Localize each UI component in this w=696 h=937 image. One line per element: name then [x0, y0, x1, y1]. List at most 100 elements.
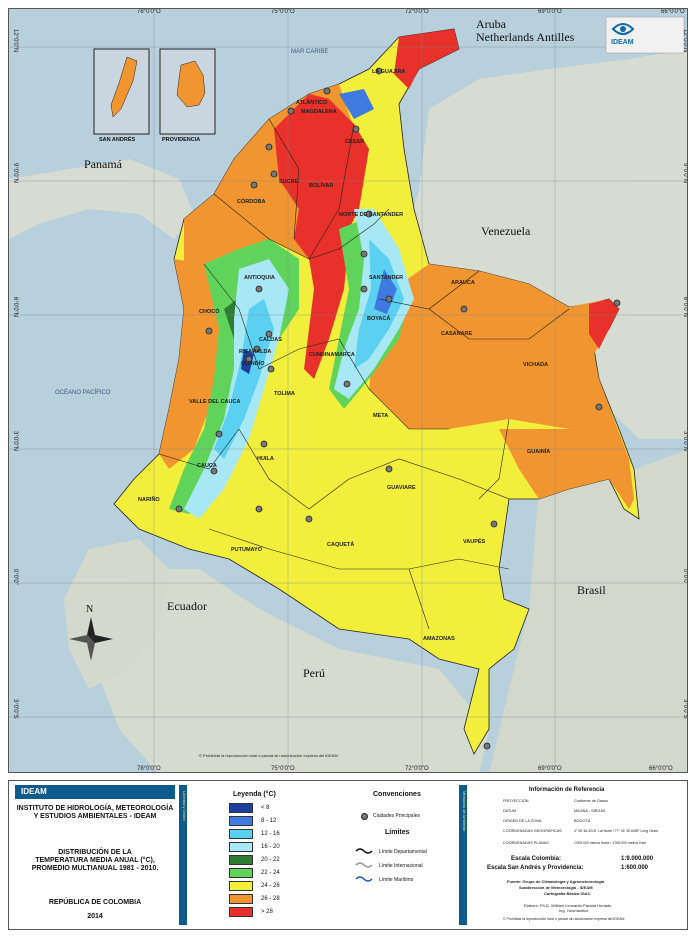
map-frame[interactable]: 78°0'0"O 75°0'0"O 72°0'0"O 69°0'0"O 66°0…	[8, 8, 688, 773]
dept-quindio: QUINDÍO	[241, 361, 265, 367]
ref-key-4: COORDENADAS GEOGRÁFICAS	[503, 829, 562, 833]
dept-arauca: ARAUCA	[451, 280, 475, 286]
dept-casanare: CASANARE	[441, 331, 473, 337]
scale-col-value: 1:9.000.000	[621, 856, 654, 862]
dept-guaviare: GUAVIARE	[387, 485, 416, 491]
dept-tolima: TOLIMA	[274, 391, 295, 397]
peru-land	[89, 569, 489, 772]
orange-guainia	[499, 419, 634, 509]
limit-dept-label: Límite Departamental	[379, 849, 427, 855]
limit-intl-icon	[355, 862, 373, 868]
label-aruba: Aruba	[476, 17, 506, 31]
label-panama: Panamá	[84, 157, 122, 171]
legend-swatch	[229, 815, 253, 826]
footer-logo-bar	[15, 785, 175, 799]
legend-swatch	[229, 867, 253, 878]
sierra-nevada	[339, 89, 374, 119]
graticule	[9, 9, 687, 772]
legend-item: 12 - 16	[229, 828, 280, 839]
legend-swatch	[229, 854, 253, 865]
legend-label: > 28	[261, 908, 273, 915]
coord-bottom-4: 69°0'0"O	[538, 766, 562, 772]
institute-line-1: INSTITUTO DE HIDROLOGÍA, METEOROLOGÍA	[16, 805, 174, 812]
coord-right-6: 3°0'0"S	[682, 699, 688, 719]
inset-caption-san-andres: SAN ANDRÉS	[99, 137, 136, 143]
coord-top-4: 69°0'0"O	[538, 9, 562, 15]
map-logo-box	[605, 16, 685, 54]
coord-left-1: 12°0'0"N	[12, 29, 18, 53]
title-line-2: TEMPERATURA MEDIA ANUAL (°C),	[35, 857, 155, 864]
legend-item: 20 - 22	[229, 854, 280, 865]
copyright-line: © Prohibida la reproducción total o parc…	[503, 917, 625, 921]
coord-left-4: 3°0'0"N	[12, 431, 18, 452]
dept-amazonas: AMAZONAS	[423, 636, 455, 642]
city-marker	[265, 330, 273, 338]
ref-key-3: ORIGEN DE LA ZONA	[503, 819, 542, 823]
san-andres-island	[110, 56, 138, 118]
coord-bottom-1: 78°0'0"O	[137, 766, 161, 772]
dept-bolivar: BOLÍVAR	[309, 183, 334, 189]
dept-choco: CHOCÓ	[199, 309, 220, 315]
dept-atlantico: ATLÁNTICO	[296, 100, 328, 106]
label-ecuador: Ecuador	[167, 599, 207, 613]
dept-vichada: VICHADA	[523, 362, 549, 368]
city-marker	[270, 170, 278, 178]
legend-item: 16 - 20	[229, 841, 280, 852]
map-logo-text: IDEAM	[611, 39, 634, 46]
source-line-2: Subdirección de Meteorología - IDEAM	[519, 885, 593, 890]
city-markers	[175, 67, 621, 750]
dept-cesar: CESAR	[345, 139, 365, 145]
city-marker	[385, 295, 393, 303]
conv-city-label: Ciudades Principales	[373, 813, 420, 819]
dept-guainia: GUAINÍA	[527, 449, 551, 455]
legend-item: 22 - 24	[229, 867, 280, 878]
coord-top-3: 72°0'0"O	[405, 9, 429, 15]
venezuela-land	[409, 49, 687, 439]
legend-swatch	[229, 802, 253, 813]
limits-title: Límites	[385, 829, 410, 836]
legend-swatch	[229, 906, 253, 917]
ref-key-1: PROYECCIÓN	[503, 799, 529, 803]
red-caribe	[274, 94, 369, 259]
city-marker	[352, 125, 360, 133]
year-label: 2014	[87, 913, 103, 920]
legend-item: > 28	[229, 906, 273, 917]
elaboro-line-1: Elaboró: Ph.D. William Leonardo Parada H…	[524, 903, 612, 908]
legend-label: < 8	[261, 804, 270, 811]
label-peru: Perú	[303, 666, 325, 680]
city-marker	[253, 345, 261, 353]
legend-label: 12 - 16	[261, 830, 280, 837]
dept-caldas: CALDAS	[259, 337, 282, 343]
legend-swatch	[229, 893, 253, 904]
legend-swatch	[229, 828, 253, 839]
deep-blue-east	[374, 269, 397, 314]
ref-val-3: BOGOTÁ	[574, 819, 591, 823]
scale-sa-label: Escala San Andrés y Providencia:	[487, 865, 584, 871]
city-marker	[343, 380, 351, 388]
city-marker	[287, 107, 295, 115]
label-brasil: Brasil	[577, 583, 606, 597]
city-marker	[265, 143, 273, 151]
orange-llanos	[369, 264, 619, 429]
legend-item: 24 - 26	[229, 880, 280, 891]
dept-sucre: SUCRE	[279, 179, 299, 185]
city-marker	[250, 181, 258, 189]
city-marker	[385, 465, 393, 473]
dept-boyaca: BOYACÁ	[367, 316, 391, 322]
city-marker	[365, 210, 373, 218]
dept-huila: HUILA	[257, 456, 274, 462]
reference-title: Información de Referencia	[529, 787, 605, 793]
coord-left-5: 0°0'0"	[12, 569, 18, 585]
dept-antioquia: ANTIOQUIA	[244, 275, 275, 281]
orange-pacific	[159, 259, 219, 469]
city-marker	[305, 515, 313, 523]
dept-cordoba: CÓRDOBA	[237, 199, 266, 205]
city-marker	[215, 430, 223, 438]
inset-caption-providencia: PROVIDENCIA	[162, 137, 201, 143]
city-marker	[323, 87, 331, 95]
coord-bottom-2: 75°0'0"O	[271, 766, 295, 772]
dept-risaralda: RISARALDA	[239, 349, 272, 355]
map-logo-eye-icon	[611, 23, 635, 35]
footer-strip-1: Libertad y Orden	[179, 785, 187, 925]
legend-label: 8 - 12	[261, 817, 277, 824]
